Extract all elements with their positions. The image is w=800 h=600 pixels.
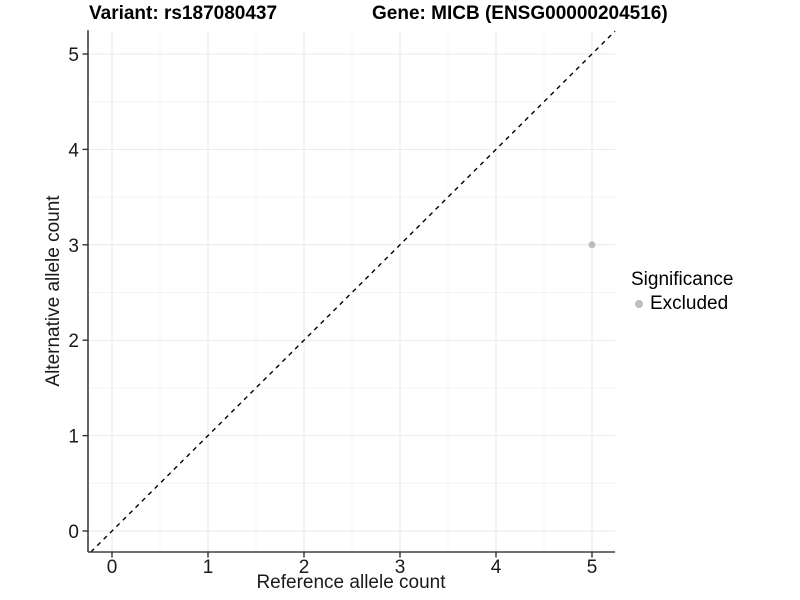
x-tick-label: 0 <box>107 557 118 578</box>
y-tick-label: 4 <box>68 140 79 161</box>
y-tick-label: 5 <box>68 45 79 66</box>
data-point <box>588 241 596 249</box>
legend-title: Significance <box>631 269 734 290</box>
legend-point-icon <box>635 300 643 308</box>
legend-item-excluded: Excluded <box>631 293 733 315</box>
y-tick-label: 1 <box>68 427 79 448</box>
plot-title-gene: Gene: MICB (ENSG00000204516) <box>372 3 668 24</box>
y-axis-title: Alternative allele count <box>43 195 64 387</box>
plot-title-variant: Variant: rs187080437 <box>89 3 278 24</box>
legend-item-label: Excluded <box>650 293 729 314</box>
x-tick-label: 1 <box>203 557 214 578</box>
y-tick-label: 0 <box>68 522 79 543</box>
x-tick-label: 2 <box>299 557 310 578</box>
x-tick-label: 5 <box>587 557 598 578</box>
legend: Significance Excluded <box>631 269 733 315</box>
x-tick-label: 4 <box>491 557 502 578</box>
y-tick-label: 2 <box>68 331 79 352</box>
y-tick-label: 3 <box>68 236 79 257</box>
x-tick-label: 3 <box>395 557 406 578</box>
x-axis-title: Reference allele count <box>256 572 446 593</box>
